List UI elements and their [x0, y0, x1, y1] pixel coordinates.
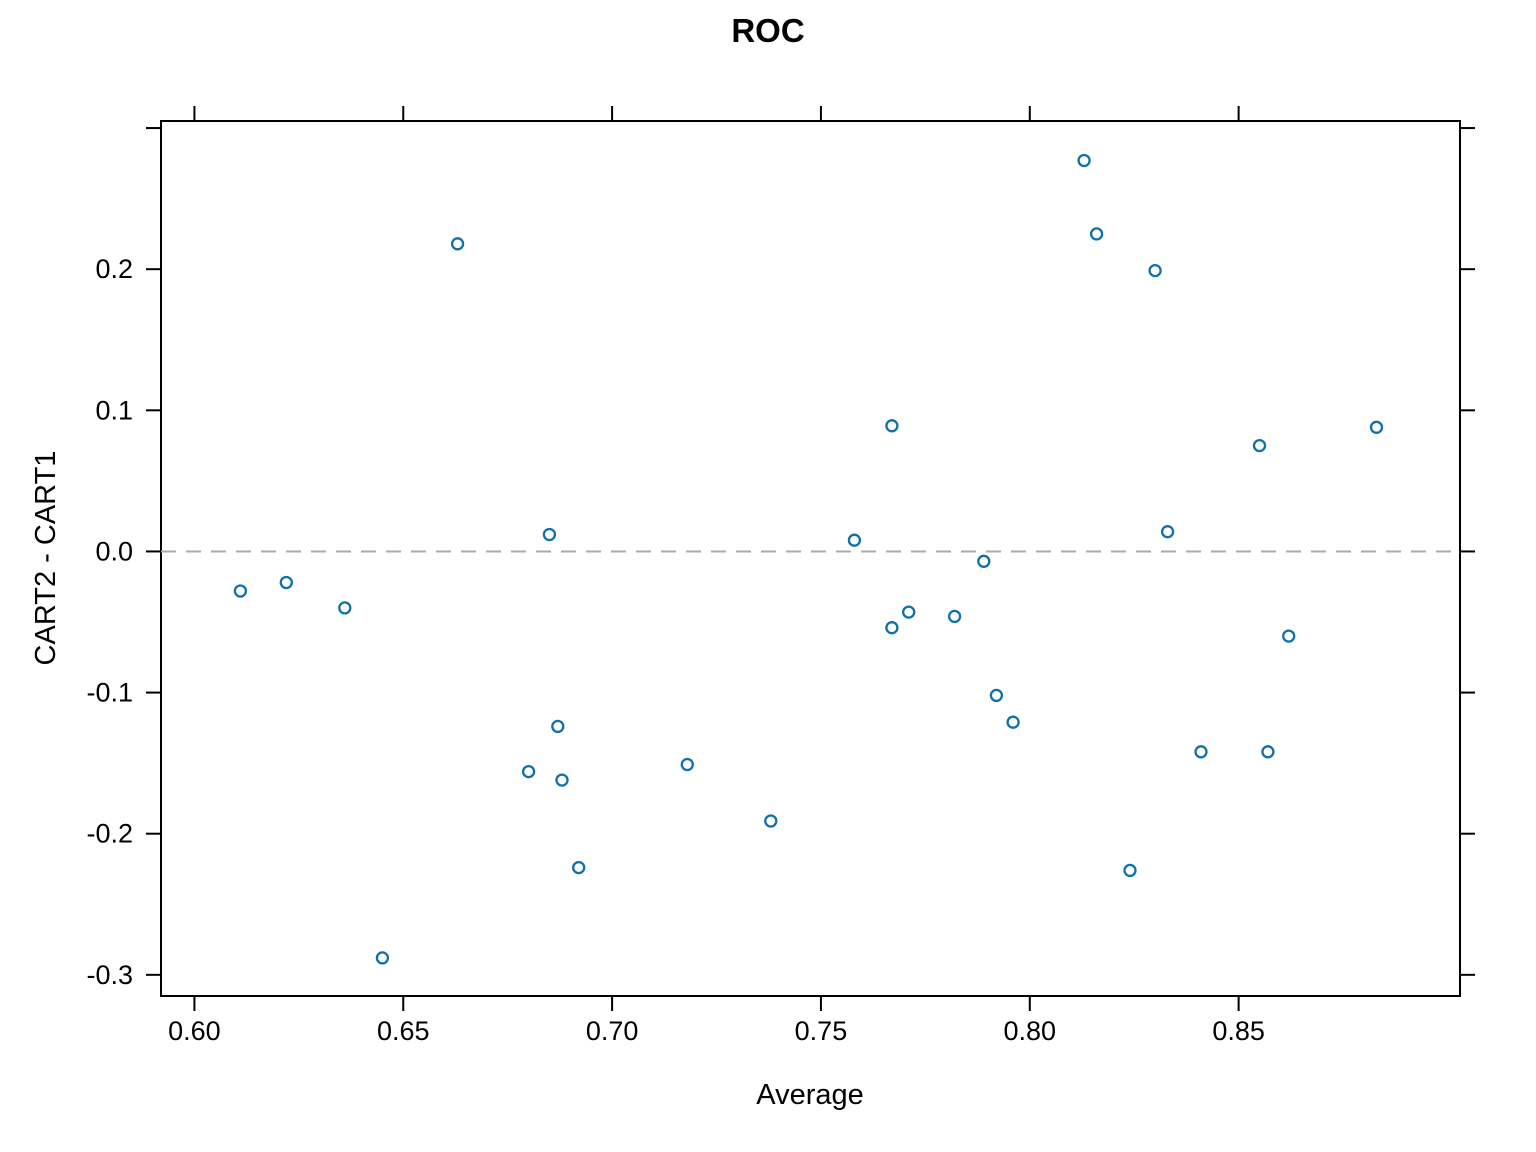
data-point — [989, 688, 1004, 703]
x-tick-label: 0.75 — [795, 1016, 848, 1046]
chart-title: ROC — [731, 12, 804, 49]
data-point — [764, 814, 778, 828]
data-point — [375, 951, 390, 965]
data-point — [1148, 263, 1162, 278]
data-point — [1261, 745, 1275, 759]
data-point — [572, 860, 586, 875]
data-points-group — [233, 153, 1384, 965]
data-point — [1123, 863, 1137, 878]
data-point — [521, 764, 536, 779]
axis-ticks-group: 0.60 0.65 0.70 0.75 0.80 0.85 0.2 0.1 0.0 -0.1 -0.… — [86, 106, 1475, 1046]
data-point — [902, 605, 916, 619]
x-tick-label: 0.65 — [377, 1016, 430, 1046]
data-point — [1089, 227, 1104, 241]
x-tick-label: 0.70 — [586, 1016, 639, 1046]
y-tick-label: 0.1 — [95, 395, 133, 425]
data-point — [279, 575, 293, 590]
data-point — [542, 527, 557, 542]
data-point — [1252, 438, 1267, 453]
x-tick-label: 0.85 — [1212, 1016, 1265, 1046]
data-point — [680, 757, 694, 772]
data-point — [1194, 745, 1208, 759]
data-point — [847, 533, 862, 547]
y-tick-label: -0.2 — [86, 819, 133, 849]
plot-box — [160, 120, 1461, 997]
data-point — [1282, 629, 1296, 643]
y-tick-label: -0.3 — [86, 960, 133, 990]
x-tick-label: 0.60 — [168, 1016, 221, 1046]
y-tick-label: -0.1 — [86, 678, 133, 708]
data-point — [977, 554, 991, 568]
data-point — [233, 584, 248, 598]
data-point — [1077, 153, 1091, 168]
data-point — [1160, 525, 1175, 539]
data-point — [1369, 420, 1384, 434]
y-axis-label: CART2 - CART1 — [30, 451, 62, 666]
data-point — [885, 419, 899, 433]
data-point — [1006, 715, 1020, 729]
y-tick-label: 0.0 — [95, 536, 133, 566]
x-tick-label: 0.80 — [1004, 1016, 1057, 1046]
data-point — [551, 719, 565, 734]
data-point — [947, 609, 962, 624]
data-point — [555, 773, 569, 787]
data-point — [338, 601, 352, 615]
data-point — [450, 237, 465, 251]
data-point — [885, 621, 899, 635]
y-tick-label: 0.2 — [95, 254, 133, 284]
x-axis-label: Average — [756, 1079, 864, 1111]
